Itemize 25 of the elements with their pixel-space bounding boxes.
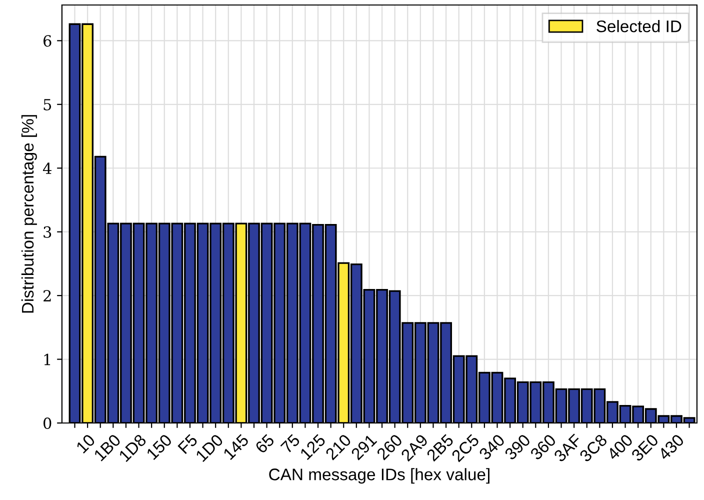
x-tick-label: 291 (350, 434, 378, 460)
x-tick-label: 145 (222, 434, 250, 460)
x-tick-label: 3E0 (630, 433, 660, 462)
y-tick-label: 1 (44, 354, 50, 366)
x-tick-label: 430 (657, 433, 685, 461)
x-tick-label: 65 (254, 434, 275, 454)
y-tick-label: 3 (44, 226, 52, 238)
y-tick-label: 4 (42, 162, 52, 174)
y-tick-label: 0 (44, 417, 52, 430)
y-tick-label: 2 (44, 290, 51, 302)
x-tick-label: 340 (478, 433, 506, 461)
x-tick-label: 390 (504, 433, 532, 461)
x-tick-label: 150 (146, 433, 173, 460)
y-tick-label: 6 (44, 35, 52, 47)
x-tick-label: 10 (76, 433, 96, 454)
y-tick-label: 5 (44, 99, 52, 110)
x-tick-label: 1B0 (93, 433, 122, 462)
x-tick-label: 400 (606, 433, 634, 461)
x-tick-label: 125 (300, 434, 326, 460)
legend-label: Selected ID (596, 20, 682, 32)
x-tick-label: 75 (280, 434, 301, 454)
y-axis-title: Distribution percentage [%] (21, 115, 37, 313)
x-tick-label: 3C8 (578, 434, 608, 463)
x-axis-title: CAN message IDs [hex value] (269, 468, 490, 484)
x-tick-label: 210 (324, 433, 352, 460)
